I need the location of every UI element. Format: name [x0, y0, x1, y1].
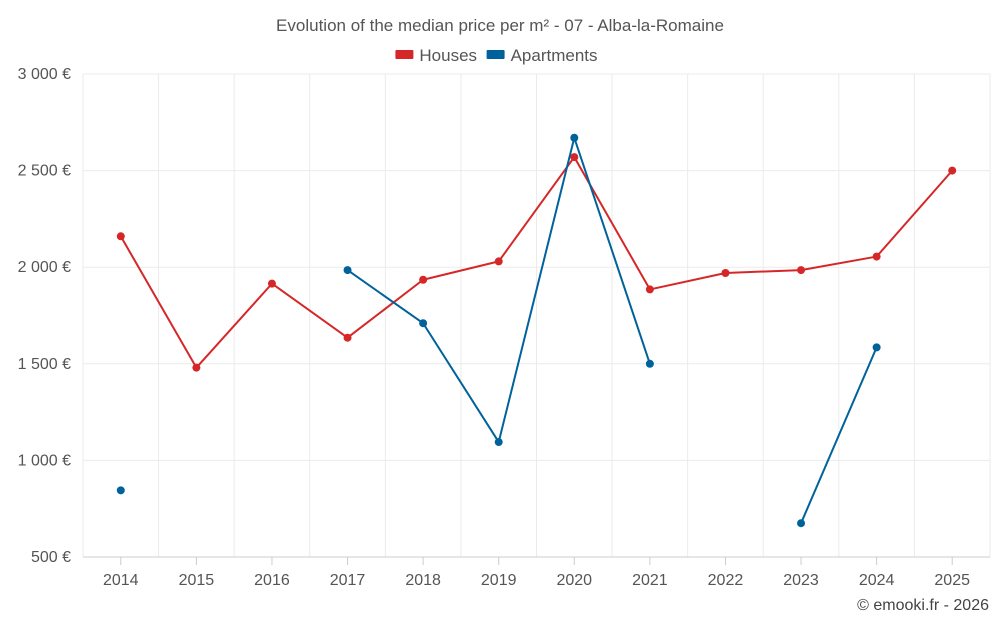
data-point: [116, 486, 125, 495]
data-point: [494, 438, 503, 447]
legend-label: Apartments: [511, 46, 598, 65]
data-point: [343, 266, 352, 275]
y-tick-label: 2 500 €: [18, 163, 71, 180]
x-tick-label: 2014: [103, 572, 139, 589]
data-point: [645, 285, 654, 294]
data-point: [872, 252, 881, 261]
data-point: [343, 333, 352, 342]
legend-swatch: [486, 50, 505, 59]
x-tick-label: 2025: [934, 572, 970, 589]
x-tick-label: 2024: [859, 572, 895, 589]
data-point: [721, 268, 730, 277]
data-point: [797, 266, 806, 275]
x-tick-label: 2018: [405, 572, 441, 589]
data-point: [419, 319, 428, 328]
legend-item-houses: Houses: [395, 46, 477, 65]
chart-axes: 500 € 1 000 € 1 500 € 2 000 € 2 500 € 3 000 €…: [18, 66, 990, 589]
y-tick-label: 1 500 €: [18, 356, 71, 373]
data-point: [872, 343, 881, 352]
data-point: [948, 166, 957, 175]
x-tick-label: 2015: [179, 572, 215, 589]
y-tick-label: 1 000 €: [18, 452, 71, 469]
legend-item-apartments: Apartments: [486, 46, 598, 65]
data-point: [494, 257, 503, 266]
series-line: [800, 346, 878, 524]
x-tick-label: 2020: [556, 572, 592, 589]
x-tick-label: 2022: [708, 572, 744, 589]
x-tick-label: 2021: [632, 572, 668, 589]
legend-label: Houses: [419, 46, 477, 65]
data-point: [645, 359, 654, 368]
chart-series: [116, 133, 957, 528]
x-tick-label: 2023: [783, 572, 819, 589]
data-point: [192, 363, 201, 372]
chart-grid: [82, 73, 991, 557]
chart-legend: Houses Apartments: [395, 46, 598, 65]
x-tick-label: 2016: [254, 572, 290, 589]
data-point: [797, 519, 806, 528]
data-point: [570, 153, 579, 162]
x-tick-label: 2019: [481, 572, 517, 589]
credit-text: © emooki.fr - 2026: [857, 597, 989, 614]
data-point: [267, 279, 276, 288]
chart-title: Evolution of the median price per m² - 0…: [276, 16, 724, 35]
series-houses: [116, 153, 957, 372]
y-tick-label: 3 000 €: [18, 66, 71, 83]
series-apartments: [116, 133, 881, 528]
x-tick-label: 2017: [330, 572, 366, 589]
data-point: [419, 275, 428, 284]
data-point: [570, 133, 579, 142]
series-line: [346, 136, 651, 444]
legend-swatch: [395, 50, 414, 59]
y-tick-label: 2 000 €: [18, 259, 71, 276]
series-line: [119, 156, 953, 369]
data-point: [116, 232, 125, 241]
y-tick-label: 500 €: [31, 549, 71, 566]
